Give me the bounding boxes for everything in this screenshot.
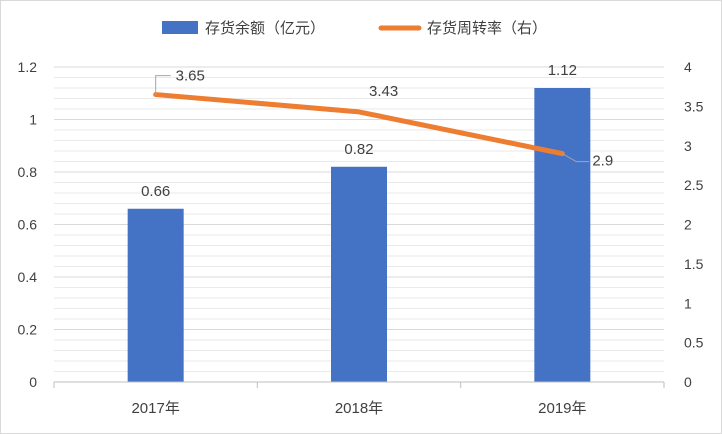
bar-data-label: 0.66: [141, 183, 170, 200]
line-data-label: 2.9: [592, 153, 613, 170]
left-axis-tick-label: 0.4: [18, 269, 38, 285]
line-path: [153, 92, 565, 157]
left-axis-tick-label: 1.2: [18, 59, 38, 75]
right-axis-tick-label: 3.5: [684, 98, 704, 114]
right-axis-tick-label: 1: [684, 295, 692, 311]
right-axis-tick-label: 4: [684, 59, 692, 75]
right-axis-tick-label: 0: [684, 374, 692, 390]
bar: [127, 208, 184, 382]
leader-line: [155, 75, 171, 95]
legend-swatch-bar: [162, 21, 198, 34]
bar: [331, 166, 387, 382]
x-axis-tick-label: 2019年: [538, 400, 586, 417]
bar-data-label: 0.82: [344, 141, 373, 158]
legend: 存货余额（亿元） 存货周转率（右）: [162, 19, 547, 37]
left-axis-tick-label: 1: [29, 112, 37, 128]
bar: [534, 88, 591, 382]
line-data-label: 3.43: [369, 83, 398, 100]
left-axis-tick-label: 0.8: [18, 164, 38, 180]
bar-data-label: 1.12: [548, 62, 577, 79]
right-axis-tick-label: 2.5: [684, 177, 704, 193]
x-axis-tick-label: 2017年: [131, 400, 179, 417]
left-axis-tick-label: 0.6: [18, 217, 38, 233]
axes: 0 0.2 0.4 0.6 0.8 1 1.2 0 0.5 1 1.5 2 2.5 3 3.5 4 2017年 2…: [18, 59, 704, 417]
right-axis-tick-label: 2: [684, 217, 692, 233]
left-axis-tick-label: 0: [29, 374, 37, 390]
legend-label: 存货余额（亿元）: [205, 19, 325, 37]
right-axis-tick-label: 0.5: [684, 335, 704, 351]
legend-label: 存货周转率（右）: [427, 20, 547, 37]
right-axis-tick-label: 3: [684, 138, 692, 154]
line-series: [153, 92, 565, 157]
data-labels: 0.66 0.82 1.12 3.65 3.43 2.9: [141, 62, 613, 200]
x-axis-tick-label: 2018年: [335, 400, 383, 417]
line-data-label: 3.65: [176, 68, 205, 85]
leader-line: [562, 153, 590, 163]
left-axis-tick-label: 0.2: [18, 322, 38, 338]
bar-series: [127, 88, 591, 382]
right-axis-tick-label: 1.5: [684, 256, 704, 272]
